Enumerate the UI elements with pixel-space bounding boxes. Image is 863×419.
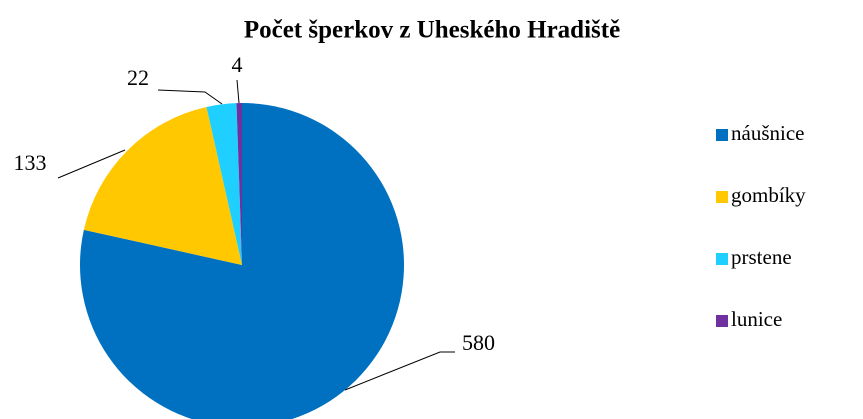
data-label: 4	[232, 52, 243, 77]
legend-swatch	[716, 129, 728, 141]
leader-line	[57, 149, 126, 179]
pie-slice	[83, 106, 242, 265]
legend-label: prstene	[731, 245, 792, 269]
pie-slice	[80, 103, 404, 419]
data-label: 580	[462, 330, 495, 355]
legend-label: náušnice	[731, 121, 804, 145]
legend-swatch	[716, 191, 728, 203]
legend-swatch	[716, 315, 728, 327]
data-label: 133	[14, 150, 47, 175]
chart-title: Počet šperkov z Uheského Hradiště	[244, 17, 620, 44]
data-label: 22	[127, 65, 149, 90]
leader-line	[344, 351, 455, 391]
pie-slice	[206, 103, 242, 265]
pie-slice	[236, 103, 242, 265]
leader-line	[157, 89, 223, 105]
legend-label: gombíky	[731, 183, 806, 207]
legend-swatch	[716, 253, 728, 265]
leader-line	[236, 79, 240, 104]
legend-label: lunice	[731, 307, 782, 331]
